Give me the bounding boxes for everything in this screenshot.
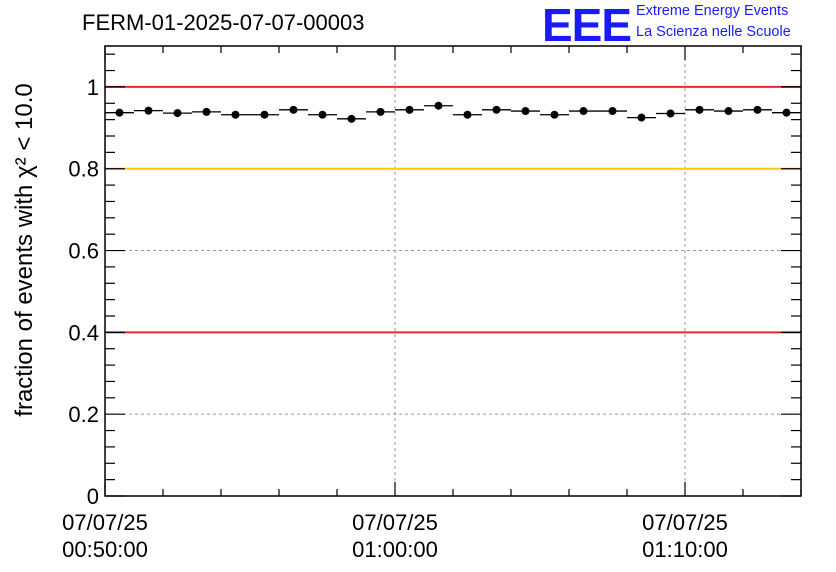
data-point xyxy=(376,107,385,116)
data-point xyxy=(608,107,617,116)
data-point xyxy=(144,106,153,115)
y-axis-title-group: fraction of events with χ² < 10.0 xyxy=(11,83,38,416)
x-tick-label-date: 07/07/25 xyxy=(352,510,438,535)
logo-line-2: La Scienza nelle Scuole xyxy=(636,24,791,40)
data-point xyxy=(463,110,472,119)
x-tick-label-date: 07/07/25 xyxy=(642,510,728,535)
data-point xyxy=(753,105,762,114)
y-tick-label: 0.8 xyxy=(68,157,99,182)
y-tick-label: 0 xyxy=(87,484,99,509)
data-point xyxy=(724,107,733,116)
x-tick-label: 07/07/25 01:00:00 xyxy=(352,510,438,562)
data-series xyxy=(105,101,801,123)
data-point xyxy=(289,105,298,114)
eee-logo: EEE Extreme Energy Events La Scienza nel… xyxy=(542,0,836,51)
data-point xyxy=(521,107,530,116)
x-tick-label-time: 01:10:00 xyxy=(642,537,728,562)
reference-lines xyxy=(105,85,801,334)
data-point xyxy=(202,107,211,116)
data-point xyxy=(550,110,559,119)
y-tick-label: 0.6 xyxy=(68,239,99,264)
logo-line-1: Extreme Energy Events xyxy=(636,3,789,19)
x-tick-label-date: 07/07/25 xyxy=(62,510,148,535)
data-point xyxy=(173,109,182,118)
data-point xyxy=(637,113,646,122)
x-tick-label-time: 00:50:00 xyxy=(62,537,148,562)
x-tick-label-time: 01:00:00 xyxy=(352,537,438,562)
axis-ticks xyxy=(104,46,802,497)
data-point xyxy=(579,107,588,116)
data-point xyxy=(115,108,124,117)
chart-title: FERM-01-2025-07-07-00003 xyxy=(82,10,365,35)
data-point xyxy=(405,105,414,114)
x-tick-label: 07/07/25 00:50:00 xyxy=(62,510,148,562)
data-point xyxy=(347,114,356,123)
data-point xyxy=(492,105,501,114)
data-point xyxy=(434,101,443,110)
data-point xyxy=(695,105,704,114)
data-point xyxy=(666,109,675,118)
data-point xyxy=(782,108,791,117)
y-axis-title: fraction of events with χ² < 10.0 xyxy=(11,83,38,416)
data-point xyxy=(318,110,327,119)
y-tick-label: 0.2 xyxy=(68,402,99,427)
y-tick-label: 1 xyxy=(87,75,99,100)
data-point xyxy=(260,110,269,119)
data-point xyxy=(231,110,240,119)
x-tick-label: 07/07/25 01:10:00 xyxy=(642,510,728,562)
logo-mark: EEE xyxy=(542,0,632,51)
y-tick-label: 0.4 xyxy=(68,320,99,345)
